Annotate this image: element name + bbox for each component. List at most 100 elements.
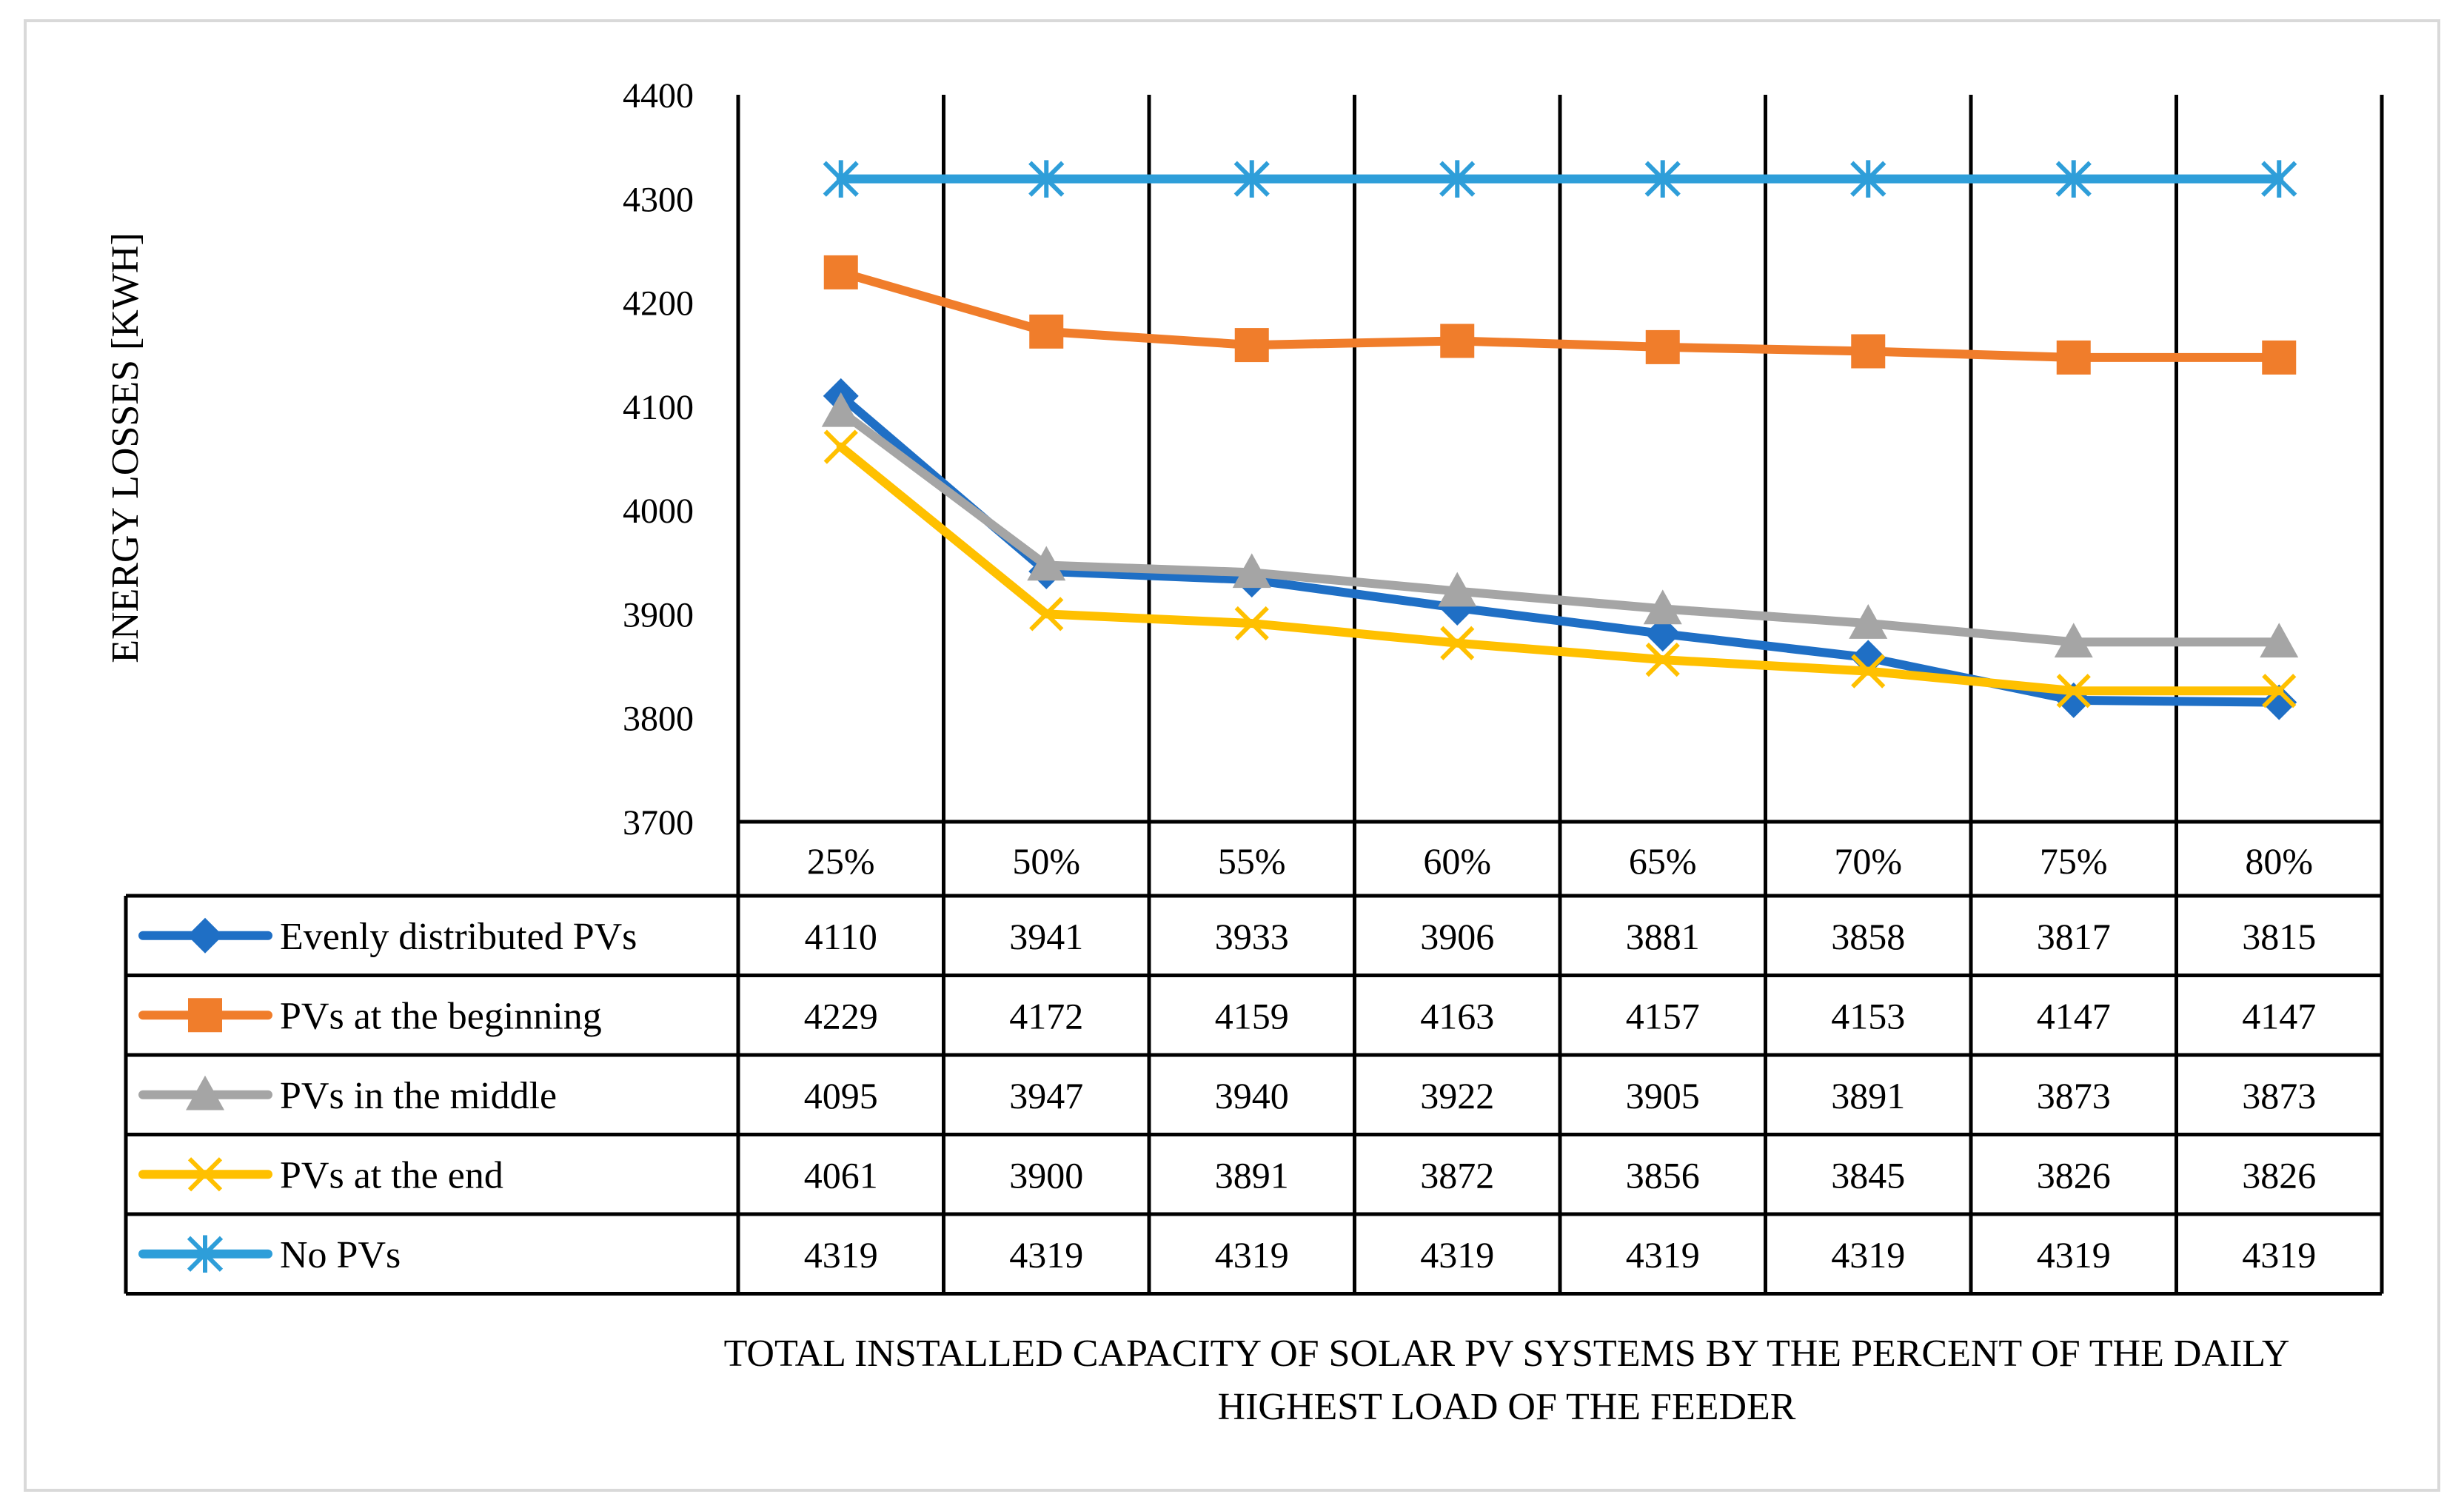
- table-cell-value: 3826: [2037, 1154, 2111, 1196]
- marker-square: [1440, 324, 1475, 358]
- x-tick-label: 65%: [1629, 840, 1697, 882]
- marker-square: [2056, 340, 2091, 375]
- table-cell-value: 3933: [1215, 916, 1289, 957]
- series-pvs-at-the-end: [823, 429, 2297, 708]
- x-tick-label: 80%: [2245, 840, 2313, 882]
- marker-triangle: [186, 1075, 224, 1110]
- data-table: 25% 50% 55% 60% 65% 70% 75% 80% Evenly distribut…: [124, 820, 2384, 1296]
- marker-triangle: [2054, 623, 2093, 658]
- table-cell-value: 4319: [1420, 1234, 1494, 1276]
- marker-x: [1440, 626, 1475, 660]
- series-line: [836, 391, 2284, 707]
- table-cell-value: 3817: [2037, 916, 2111, 957]
- table-cell-value: 4110: [805, 916, 877, 957]
- table-cell-value: 4319: [804, 1234, 878, 1276]
- y-tick-label: 3900: [623, 595, 694, 634]
- marker-square: [1029, 314, 1064, 349]
- x-tick-label: 55%: [1218, 840, 1286, 882]
- marker-x: [1851, 654, 1886, 689]
- table-cell-value: 4319: [2037, 1234, 2111, 1276]
- table-cell-value: 4147: [2037, 995, 2111, 1036]
- y-tick-label: 4100: [623, 388, 694, 427]
- table-cell-value: 4147: [2242, 995, 2316, 1036]
- x-tick-label: 25%: [807, 840, 875, 882]
- marker-asterisk: [1644, 160, 1681, 198]
- legend-label: PVs at the beginning: [280, 995, 602, 1037]
- marker-square: [2262, 340, 2297, 375]
- x-tick-label: 70%: [1834, 840, 1902, 882]
- chart-frame: [24, 19, 2440, 1492]
- series-line: [836, 267, 2284, 362]
- table-cell-value: 4163: [1420, 995, 1494, 1036]
- marker-asterisk: [2055, 160, 2092, 198]
- table-cell-value: 4319: [1009, 1234, 1083, 1276]
- table-cell-value: 3881: [1626, 916, 1700, 957]
- table-row-no-pvs: No PVs 4319 4319 4319 4319 4319 4319 4319 4319: [138, 1234, 2316, 1276]
- table-cell-value: 4061: [804, 1154, 878, 1196]
- table-cell-value: 3906: [1420, 916, 1494, 957]
- y-axis: 3700 3800 3900 4000 4100 4200 4300 4400: [623, 76, 694, 842]
- marker-asterisk: [1850, 160, 1886, 198]
- table-cell-value: 4319: [1831, 1234, 1905, 1276]
- table-cell-value: 4229: [804, 995, 878, 1036]
- x-tick-label: 75%: [2040, 840, 2108, 882]
- marker-x: [823, 429, 858, 464]
- table-cell-value: 4319: [2242, 1234, 2316, 1276]
- marker-triangle: [1027, 546, 1066, 581]
- table-row-pvs-in-the-middle: PVs in the middle 4095 3947 3940 3922 3905 389…: [138, 1075, 2316, 1117]
- table-cell-value: 3873: [2037, 1075, 2111, 1116]
- y-tick-label: 4000: [623, 492, 694, 531]
- y-tick-label: 3800: [623, 700, 694, 739]
- y-axis-title: ENERGY LOSSES [KWH]: [104, 232, 147, 663]
- x-axis-title-line-2: HIGHEST LOAD OF THE FEEDER: [1218, 1386, 1796, 1428]
- marker-asterisk: [1233, 160, 1270, 198]
- table-row-pvs-at-the-end: PVs at the end 4061 3900 3891 3872 3856 3845 38…: [138, 1154, 2316, 1196]
- marker-diamond: [187, 917, 223, 954]
- marker-x: [1029, 597, 1064, 631]
- table-cell-value: 4159: [1215, 995, 1289, 1036]
- table-cell-value: 3873: [2242, 1075, 2316, 1116]
- marker-x: [2262, 674, 2297, 708]
- series-pvs-at-the-beginning: [823, 255, 2297, 375]
- table-cell-value: 4153: [1831, 995, 1905, 1036]
- table-cell-value: 3872: [1420, 1154, 1494, 1196]
- marker-triangle: [1232, 553, 1271, 589]
- table-cell-value: 3826: [2242, 1154, 2316, 1196]
- marker-asterisk: [1028, 160, 1065, 198]
- marker-asterisk: [823, 160, 859, 198]
- table-cell-value: 4157: [1626, 995, 1700, 1036]
- legend-label: No PVs: [280, 1234, 401, 1276]
- table-cell-value: 3922: [1420, 1075, 1494, 1116]
- table-cell-value: 3856: [1626, 1154, 1700, 1196]
- marker-asterisk: [187, 1235, 224, 1273]
- marker-triangle: [2260, 623, 2299, 658]
- marker-triangle: [1849, 604, 1888, 639]
- marker-square: [1851, 334, 1886, 369]
- marker-square: [823, 255, 858, 289]
- series-pvs-in-the-middle: [821, 392, 2299, 658]
- marker-asterisk: [2261, 160, 2297, 198]
- table-row-evenly-distributed-pvs: Evenly distributed PVs 4110 3941 3933 3906 38…: [138, 916, 2316, 958]
- table-cell-value: 3858: [1831, 916, 1905, 957]
- y-tick-label: 4300: [623, 180, 694, 219]
- y-tick-label: 4200: [623, 284, 694, 324]
- table-cell-value: 3941: [1009, 916, 1083, 957]
- marker-diamond: [1644, 616, 1681, 652]
- table-cell-value: 4172: [1009, 995, 1083, 1036]
- table-cell-value: 3891: [1215, 1154, 1289, 1196]
- table-cell-value: 4319: [1626, 1234, 1700, 1276]
- x-axis-title-line-1: TOTAL INSTALLED CAPACITY OF SOLAR PV SYS…: [724, 1333, 2290, 1375]
- marker-square: [1234, 328, 1269, 363]
- series-line: [836, 442, 2284, 696]
- table-cell-value: 3905: [1626, 1075, 1700, 1116]
- marker-triangle: [1643, 589, 1682, 625]
- series-line: [836, 406, 2284, 647]
- table-cell-value: 3947: [1009, 1075, 1083, 1116]
- marker-square: [1645, 329, 1680, 364]
- marker-x: [2056, 674, 2091, 708]
- series-no-pvs: [823, 160, 2297, 198]
- table-cell-value: 3940: [1215, 1075, 1289, 1116]
- table-cell-value: 3891: [1831, 1075, 1905, 1116]
- grid-lines: [736, 95, 2384, 896]
